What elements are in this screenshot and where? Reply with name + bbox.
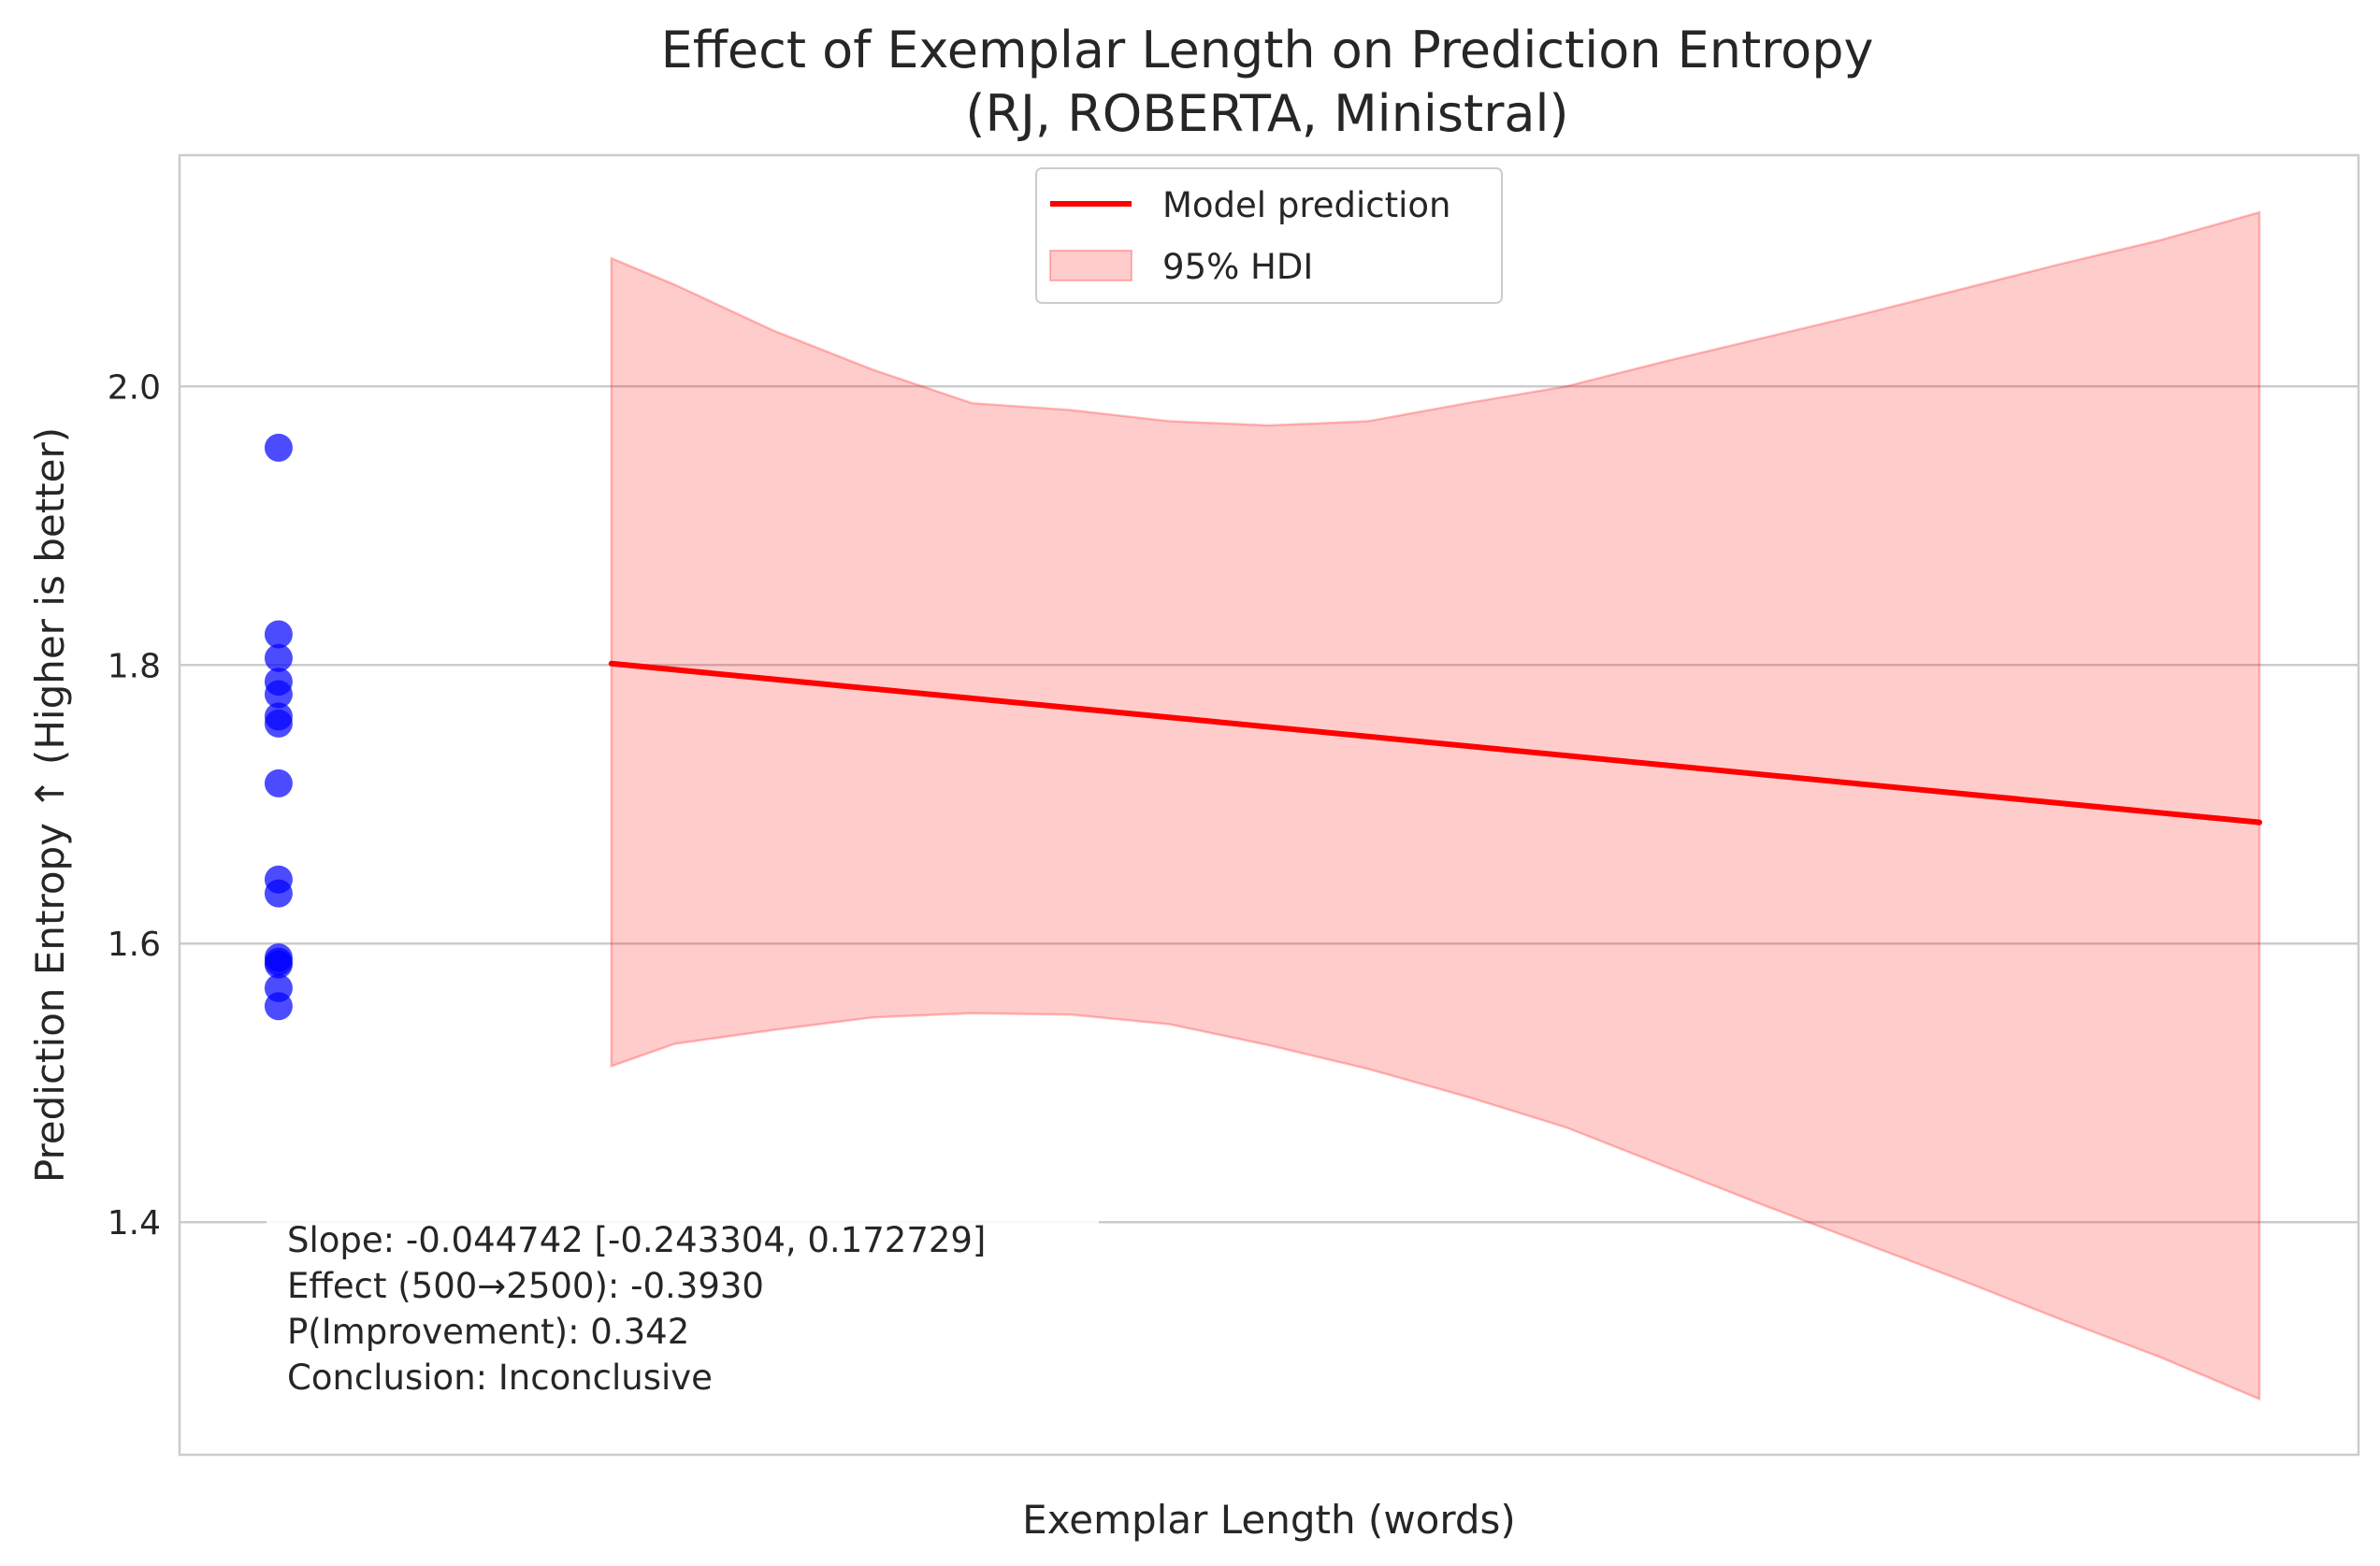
y-tick-labels: 1.4 1.6 1.8 2.0 [108,368,161,1243]
gridlines [180,385,2358,1224]
chart-subtitle: (RJ, ROBERTA, Ministral) [965,84,1568,143]
y-tick-label: 1.4 [108,1204,161,1243]
legend-label-model-prediction: Model prediction [1162,185,1450,225]
data-point [264,950,293,979]
stats-slope: Slope: -0.044742 [-0.243304, 0.172729] [287,1220,986,1260]
hdi-band [610,210,2261,1401]
data-point [264,680,293,709]
y-axis-label: Prediction Entropy ↑ (Higher is better) [27,427,73,1183]
data-point [264,879,293,908]
x-axis-label: Exemplar Length (words) [1022,1497,1516,1543]
y-tick-label: 2.0 [108,368,161,407]
legend: Model prediction 95% HDI [1035,167,1503,304]
model-prediction-line [608,660,2263,826]
legend-frame [1035,167,1503,304]
data-point [264,709,293,738]
legend-label-hdi: 95% HDI [1162,247,1313,287]
stats-effect: Effect (500→2500): -0.3930 [287,1266,764,1306]
data-point [264,620,293,649]
legend-band-swatch [1049,250,1132,281]
data-point [264,433,293,462]
y-tick-label: 1.8 [108,647,161,685]
hdi-band-layer [610,210,2261,1401]
y-tick-label: 1.6 [108,926,161,964]
stats-probability: P(Improvement): 0.342 [287,1312,689,1352]
scatter-points [264,433,293,1021]
stats-conclusion: Conclusion: Inconclusive [287,1358,713,1398]
chart-title: Effect of Exemplar Length on Prediction … [661,21,1874,79]
data-point [264,769,293,797]
stats-box [267,1213,1099,1407]
data-point [264,643,293,672]
prediction-line-layer [608,660,2263,826]
data-point [264,992,293,1021]
stats-annotation: Slope: -0.044742 [-0.243304, 0.172729] E… [267,1213,1099,1407]
